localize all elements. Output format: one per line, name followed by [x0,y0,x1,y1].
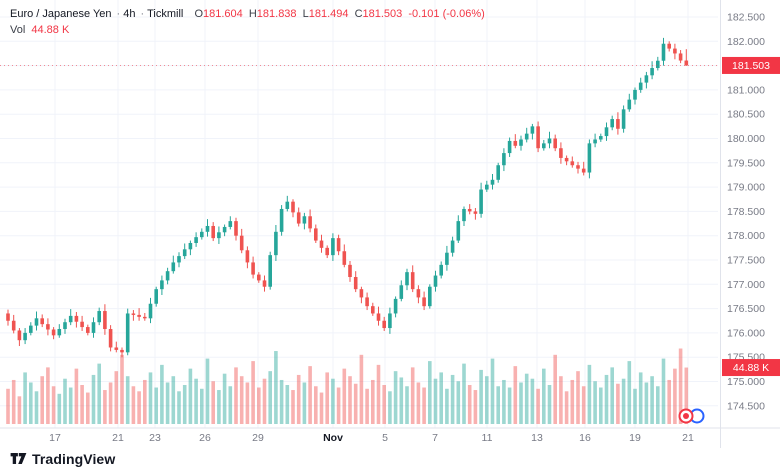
last-price-badge: 181.503 [722,56,780,74]
price-axis-label: 179.500 [727,157,765,169]
legend-separator: · [116,8,121,20]
time-axis-label: 23 [149,432,161,444]
close-value: 181.503 [362,8,403,20]
grid-lines [0,0,718,428]
time-axis-label: 19 [629,432,641,444]
close-label: C [354,8,363,20]
price-axis-label: 179.000 [727,182,765,194]
low-label: L [302,8,309,20]
record-button[interactable] [678,408,705,424]
price-axis-label: 174.500 [727,400,765,412]
broker-name: Tickmill [147,8,184,20]
time-axis-label: 13 [531,432,543,444]
tradingview-branding[interactable]: TradingView [10,450,115,467]
volume-bars [6,348,689,424]
high-value: 181.838 [256,8,297,20]
change-value: -0.101 (-0.06%) [408,8,485,20]
legend-separator-2: · [140,8,145,20]
open-label: O [194,8,203,20]
volume-label[interactable]: Vol [10,24,26,36]
symbol-name[interactable]: Euro / Japanese Yen [10,8,112,20]
candlesticks [6,37,689,358]
open-value: 181.604 [203,8,243,20]
legend-row-ohlc: Euro / Japanese Yen · 4h · Tickmill O181.604… [10,7,488,21]
time-axis-label: Nov [323,432,343,444]
brand-name: TradingView [32,450,116,467]
price-axis-label: 182.000 [727,36,765,48]
price-axis-label: 177.000 [727,279,765,291]
low-value: 181.494 [308,8,349,20]
price-axis-label: 178.500 [727,206,765,218]
time-axis-label: 21 [682,432,694,444]
svg-text:44.88 K: 44.88 K [733,362,769,374]
time-axis-label: 11 [482,432,493,444]
time-axis-label: 26 [199,432,211,444]
price-axis-label: 180.000 [727,133,765,145]
tradingview-logo-icon [10,453,27,464]
time-axis-label: 5 [382,432,388,444]
price-axis-label: 181.000 [727,84,765,96]
price-axis-label: 175.000 [727,376,765,388]
time-axis-label: 21 [112,432,124,444]
time-axis[interactable]: 17 21 23 26 29 Nov 5 7 11 13 16 19 21 [49,432,694,444]
svg-text:181.503: 181.503 [732,60,770,72]
symbol-legend[interactable]: Euro / Japanese Yen · 4h · Tickmill O181.604… [10,7,488,37]
legend-row-volume: Vol 44.88 K [10,23,488,37]
time-axis-label: 29 [252,432,264,444]
high-label: H [248,8,257,20]
price-axis-label: 182.500 [727,12,765,24]
price-axis-label: 177.500 [727,255,765,267]
volume-value: 44.88 K [31,24,70,36]
volume-badge: 44.88 K [722,359,780,377]
price-axis-label: 176.000 [727,327,765,339]
price-axis-label: 176.500 [727,303,765,315]
time-axis-label: 16 [579,432,591,444]
price-axis-label: 180.500 [727,109,765,121]
time-axis-label: 7 [432,432,438,444]
time-axis-label: 17 [49,432,61,444]
interval-label[interactable]: 4h [123,8,136,20]
price-axis-label: 178.000 [727,230,765,242]
